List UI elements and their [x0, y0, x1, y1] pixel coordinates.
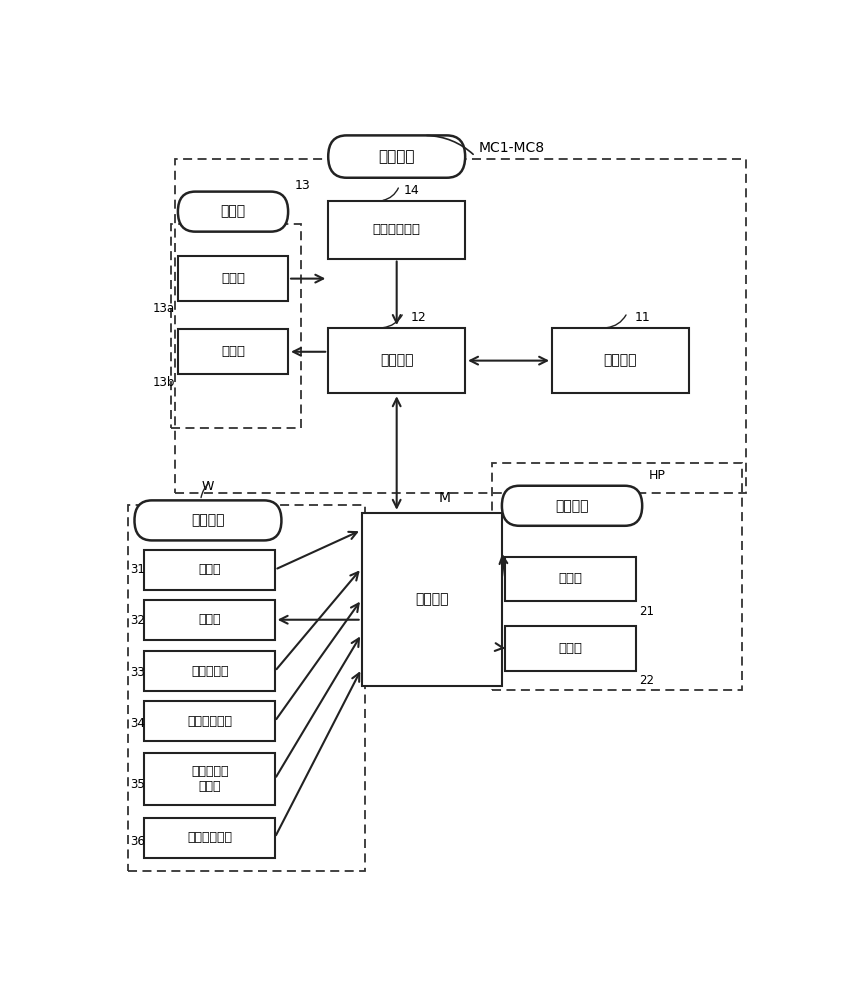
Text: 35: 35 — [130, 778, 145, 791]
Text: 31: 31 — [130, 563, 145, 576]
Text: 输入部: 输入部 — [198, 563, 220, 576]
Text: 平台终端: 平台终端 — [554, 499, 588, 513]
Bar — [171, 224, 301, 428]
Text: 13: 13 — [294, 179, 310, 192]
Text: 显示部: 显示部 — [220, 345, 245, 358]
Text: 显示部: 显示部 — [558, 642, 582, 655]
Text: 13a: 13a — [152, 302, 174, 315]
FancyBboxPatch shape — [145, 600, 275, 640]
FancyBboxPatch shape — [505, 626, 635, 671]
Text: 加速度传感器: 加速度传感器 — [187, 831, 232, 844]
FancyBboxPatch shape — [145, 753, 275, 805]
FancyBboxPatch shape — [505, 557, 635, 601]
Text: HP: HP — [648, 469, 665, 482]
FancyBboxPatch shape — [145, 550, 275, 590]
FancyBboxPatch shape — [145, 651, 275, 691]
Text: 14: 14 — [403, 184, 418, 197]
Text: 21: 21 — [638, 605, 653, 618]
FancyBboxPatch shape — [551, 328, 688, 393]
Bar — [492, 463, 741, 690]
FancyBboxPatch shape — [134, 500, 281, 540]
Text: W: W — [201, 480, 214, 493]
Text: M: M — [438, 491, 450, 505]
Text: 机械主体: 机械主体 — [603, 354, 636, 368]
Text: 12: 12 — [410, 311, 425, 324]
Text: 22: 22 — [638, 674, 653, 687]
FancyBboxPatch shape — [328, 328, 465, 393]
FancyBboxPatch shape — [328, 201, 465, 259]
FancyBboxPatch shape — [145, 818, 275, 858]
Text: 输入部: 输入部 — [220, 272, 245, 285]
FancyBboxPatch shape — [501, 486, 641, 526]
Text: 操作盘: 操作盘 — [220, 205, 245, 219]
Text: 输入部: 输入部 — [558, 572, 582, 585]
Text: 位置传感器: 位置传感器 — [190, 665, 228, 678]
FancyBboxPatch shape — [362, 513, 501, 686]
Text: 控制装置: 控制装置 — [380, 354, 413, 368]
Text: 显示部: 显示部 — [198, 613, 220, 626]
FancyBboxPatch shape — [328, 135, 465, 178]
Text: 13b: 13b — [152, 376, 174, 389]
Text: 机械拍摄装置: 机械拍摄装置 — [372, 223, 420, 236]
Bar — [127, 505, 364, 871]
Text: 便携拍摄装置: 便携拍摄装置 — [187, 715, 232, 728]
FancyBboxPatch shape — [145, 701, 275, 741]
Text: 36: 36 — [130, 835, 145, 848]
Text: 便携终端: 便携终端 — [191, 513, 225, 527]
Bar — [174, 158, 745, 493]
Text: MC1-MC8: MC1-MC8 — [478, 141, 544, 155]
Text: 32: 32 — [130, 614, 145, 627]
Text: 管理装置: 管理装置 — [414, 592, 448, 606]
FancyBboxPatch shape — [177, 256, 288, 301]
Text: 11: 11 — [634, 311, 649, 324]
Text: 处理机械: 处理机械 — [378, 149, 414, 164]
Text: 33: 33 — [130, 666, 145, 679]
Text: 生物体信息
传感器: 生物体信息 传感器 — [190, 765, 228, 793]
FancyBboxPatch shape — [177, 192, 288, 232]
Text: 34: 34 — [130, 717, 145, 730]
FancyBboxPatch shape — [177, 329, 288, 374]
